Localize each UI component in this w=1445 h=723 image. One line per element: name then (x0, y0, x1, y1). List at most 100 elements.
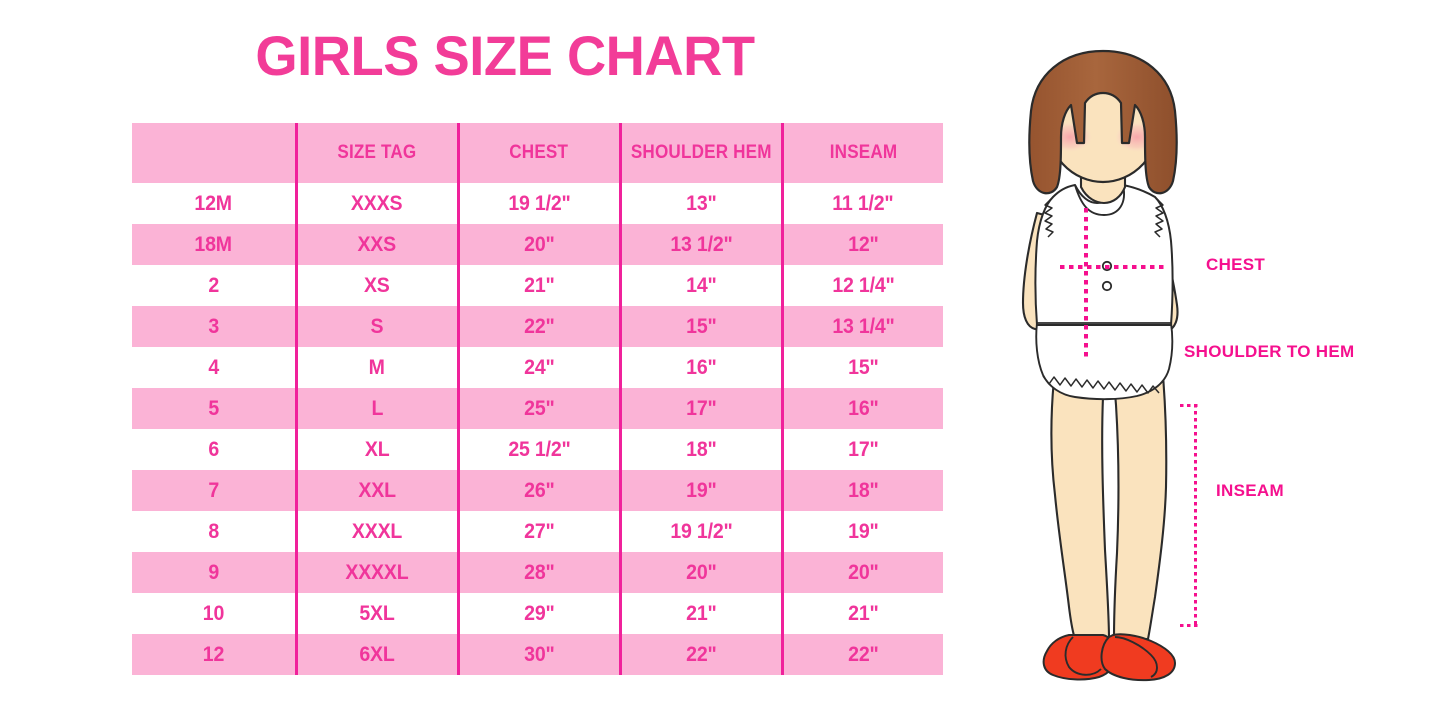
column-header-inseam: INSEAM (782, 123, 943, 183)
cell-chest-label: 27" (523, 519, 555, 543)
cell-size-tag-label: 6XL (359, 642, 395, 666)
cell-shoulder-hem-label: 14" (685, 273, 717, 297)
cell-size-label: 8 (207, 519, 219, 543)
cell-size: 7 (132, 470, 298, 511)
cell-chest: 20" (458, 224, 622, 265)
cell-size: 10 (132, 593, 298, 634)
cell-size-tag: 6XL (296, 634, 460, 675)
chest-measurement-line-horizontal (1060, 265, 1166, 269)
cell-chest-label: 25" (523, 396, 555, 420)
cell-shoulder-hem: 18" (620, 429, 784, 470)
cell-size-tag: XXL (296, 470, 460, 511)
cell-shoulder-hem-label: 22" (685, 642, 717, 666)
cell-shoulder-hem: 14" (620, 265, 784, 306)
cell-shoulder-hem: 20" (620, 552, 784, 593)
cell-size: 18M (132, 224, 298, 265)
cell-size-label: 10 (202, 601, 225, 625)
cell-size-tag: XS (296, 265, 460, 306)
cell-inseam-label: 12" (848, 232, 879, 256)
size-chart-table: SIZE TAG CHEST SHOULDER HEM INSEAM 12M XX… (132, 123, 943, 675)
table-row: 9 XXXXL 28" 20" 20" (132, 552, 943, 593)
cell-chest: 29" (458, 593, 622, 634)
inseam-bracket-bottom-cap (1180, 624, 1201, 627)
cell-shoulder-hem: 16" (620, 347, 784, 388)
cell-shoulder-hem-label: 19" (685, 478, 717, 502)
cell-size-tag-label: M (368, 355, 386, 379)
table-row: 3 S 22" 15" 13 1/4" (132, 306, 943, 347)
cell-inseam-label: 18" (848, 478, 879, 502)
head-group (1028, 49, 1178, 195)
shoes-group (1042, 633, 1176, 682)
table-row: 5 L 25" 17" 16" (132, 388, 943, 429)
cell-inseam-label: 12 1/4" (832, 273, 895, 297)
cell-chest-label: 30" (523, 642, 555, 666)
cell-inseam-label: 19" (848, 519, 879, 543)
cell-shoulder-hem: 15" (620, 306, 784, 347)
cell-size-label: 12M (194, 191, 233, 215)
cell-shoulder-hem-label: 20" (685, 560, 717, 584)
cell-shoulder-hem-label: 19 1/2" (669, 519, 733, 543)
cell-size-label: 6 (207, 437, 219, 461)
cell-size-tag: XXS (296, 224, 460, 265)
annotation-label-shoulder-to-hem: SHOULDER TO HEM (1184, 342, 1355, 361)
table-row: 10 5XL 29" 21" 21" (132, 593, 943, 634)
cell-inseam-label: 15" (848, 355, 879, 379)
column-header-size-tag: SIZE TAG (296, 123, 460, 183)
cell-size-label: 5 (207, 396, 219, 420)
skirt-group (1035, 322, 1174, 401)
cell-shoulder-hem-label: 17" (685, 396, 717, 420)
cell-chest: 26" (458, 470, 622, 511)
cell-chest: 30" (458, 634, 622, 675)
button-icon (1101, 280, 1113, 292)
cell-chest-label: 24" (523, 355, 555, 379)
cell-shoulder-hem: 13 1/2" (620, 224, 784, 265)
table-row: 12M XXXS 19 1/2" 13" 11 1/2" (132, 183, 943, 224)
cell-chest-label: 19 1/2" (507, 191, 571, 215)
cell-size-tag: 5XL (296, 593, 460, 634)
column-header-shoulder-hem: SHOULDER HEM (620, 123, 784, 183)
cell-chest: 25 1/2" (458, 429, 622, 470)
cell-inseam-label: 20" (848, 560, 879, 584)
cell-chest-label: 25 1/2" (507, 437, 571, 461)
cell-size-tag: L (296, 388, 460, 429)
table-row: 7 XXL 26" 19" 18" (132, 470, 943, 511)
cell-size-label: 18M (194, 232, 233, 256)
cell-size-tag-label: L (371, 396, 383, 420)
cell-size: 2 (132, 265, 298, 306)
inseam-bracket-line (1194, 404, 1197, 627)
cell-shoulder-hem-label: 16" (685, 355, 717, 379)
cell-inseam: 18" (782, 470, 943, 511)
table-row: 6 XL 25 1/2" 18" 17" (132, 429, 943, 470)
cell-shoulder-hem: 22" (620, 634, 784, 675)
page-title: GIRLS SIZE CHART (255, 24, 755, 87)
table-row: 4 M 24" 16" 15" (132, 347, 943, 388)
cell-chest-label: 26" (523, 478, 555, 502)
column-header-size (132, 123, 298, 183)
annotation-label-inseam: INSEAM (1216, 481, 1284, 500)
cell-size-tag-label: S (370, 314, 384, 338)
size-chart-table-container: SIZE TAG CHEST SHOULDER HEM INSEAM 12M XX… (132, 123, 943, 675)
cell-shoulder-hem: 13" (620, 183, 784, 224)
cell-size: 4 (132, 347, 298, 388)
cell-shoulder-hem: 19" (620, 470, 784, 511)
cell-chest-label: 22" (523, 314, 555, 338)
column-header-chest-label: CHEST (509, 142, 569, 163)
cell-size: 5 (132, 388, 298, 429)
cell-size-tag: M (296, 347, 460, 388)
cell-size-tag-label: XL (364, 437, 390, 461)
cell-chest: 19 1/2" (458, 183, 622, 224)
cell-chest-label: 28" (523, 560, 555, 584)
cell-chest-label: 20" (523, 232, 555, 256)
table-header-row: SIZE TAG CHEST SHOULDER HEM INSEAM (132, 123, 943, 183)
cell-chest: 27" (458, 511, 622, 552)
column-header-chest: CHEST (458, 123, 622, 183)
legs-group (1050, 351, 1168, 641)
column-header-size-tag-label: SIZE TAG (337, 142, 417, 163)
cell-size-tag-label: XXXL (351, 519, 403, 543)
cell-size-tag: XXXXL (296, 552, 460, 593)
cell-inseam: 15" (782, 347, 943, 388)
cell-size-tag-label: 5XL (359, 601, 395, 625)
cell-chest-label: 29" (523, 601, 555, 625)
cell-inseam: 20" (782, 552, 943, 593)
table-body: 12M XXXS 19 1/2" 13" 11 1/2" 18M XXS 20" 13 1/2"… (132, 183, 943, 675)
